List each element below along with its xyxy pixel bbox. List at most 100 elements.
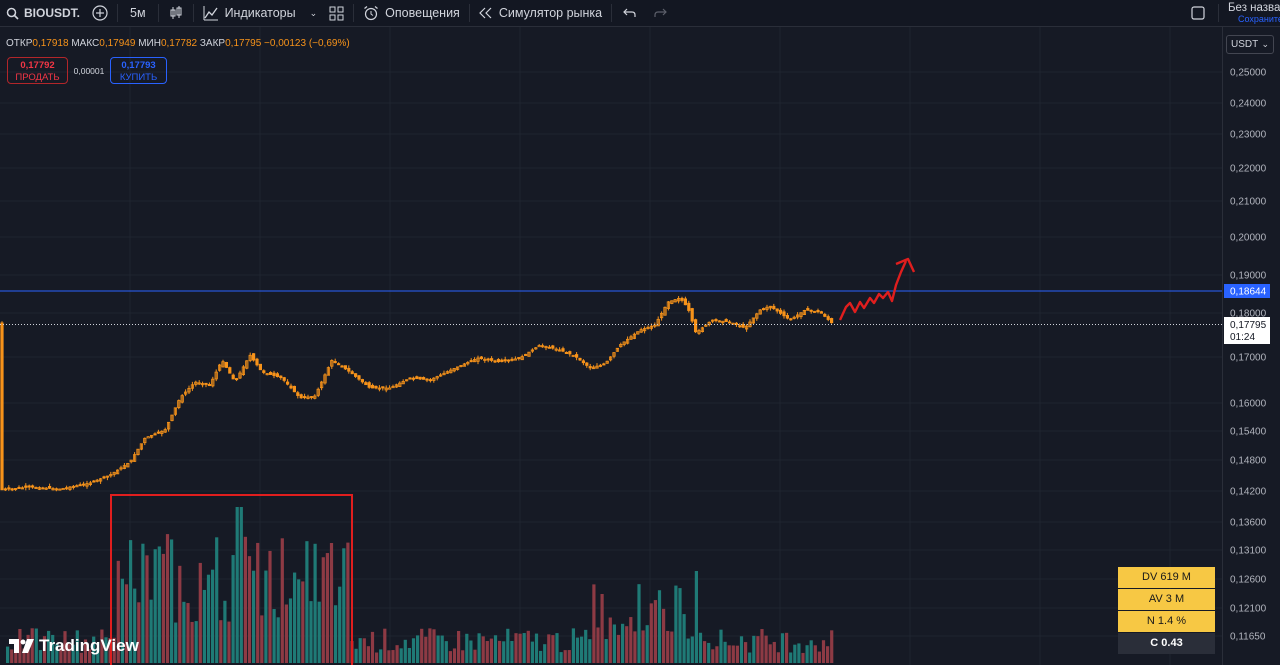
volume-bar [518,633,522,663]
candle [289,383,293,390]
volume-bar [387,650,391,663]
volume-bar [411,638,416,663]
candle [160,430,164,437]
currency-selector[interactable]: USDT ⌄ [1226,35,1274,54]
candle [377,385,382,392]
sell-label: ПРОДАТЬ [15,72,60,83]
redo-button[interactable] [645,0,675,26]
sell-button[interactable]: 0,17792 ПРОДАТЬ [7,57,68,84]
candle [194,380,198,387]
volume-bar [530,641,534,663]
replay-button[interactable]: Симулятор рынка [473,0,608,26]
candle [3,487,7,491]
volume-bar [817,651,821,663]
layout-title-block[interactable]: Без назван Сохраните [1222,2,1280,24]
candle [472,357,477,363]
candle [751,317,756,325]
price-tick-label: 0,20000 [1230,233,1267,244]
layout-checkbox[interactable] [1181,0,1215,26]
compare-button[interactable] [86,0,114,26]
undo-button[interactable] [615,0,645,26]
candle [527,351,531,357]
volume-bar [362,638,366,663]
layout-save-link[interactable]: Сохраните [1238,14,1280,24]
grid-icon [329,6,344,20]
candle [340,364,344,368]
candle [285,379,290,386]
candle [506,359,511,364]
candle [0,321,4,491]
candle [238,370,242,379]
candle [768,305,773,311]
volume-bar [768,644,772,663]
buy-button[interactable]: 0,17793 КУПИТЬ [110,57,167,84]
candle [656,316,660,327]
replay-label: Симулятор рынка [498,6,603,20]
volume-bar [797,643,801,663]
volume-bar [149,599,153,663]
candle [313,394,317,400]
spread-value: 0,00001 [73,66,105,76]
volume-bar [313,543,317,663]
candle [401,379,405,385]
forecast-arrowhead [895,257,916,273]
volume-bar [629,617,633,663]
indicators-button[interactable]: Индикаторы ⌄ [197,0,324,26]
price-tick-label: 0,13600 [1230,518,1267,529]
volume-highlight-box[interactable] [110,494,353,665]
volume-bar [133,588,137,663]
candle [296,390,300,399]
volume-bar [38,650,42,663]
alerts-button[interactable]: Оповещения [357,0,466,26]
candle [68,486,72,491]
chart-type-button[interactable] [162,0,190,26]
candle [755,312,759,321]
volume-bar [399,648,403,663]
candle [765,304,769,312]
volume-bar [18,628,22,663]
volume-bar [116,560,120,663]
candle [724,318,728,322]
price-chart[interactable]: 0,25000 0,24000 0,23000 0,22000 0,21000 0,200… [0,27,1280,665]
candle [316,387,320,398]
chevron-down-icon[interactable]: ⌄ [309,7,318,18]
forecast-arrow[interactable] [838,260,908,321]
candle [183,389,188,397]
volume-bar [801,652,805,663]
volume-bar [723,641,727,663]
volume-bar [407,647,411,663]
volume-bar [789,652,793,663]
candle [34,486,38,489]
candle [408,377,412,380]
candle [421,376,426,380]
candle [592,365,596,370]
volume-bar [772,641,776,663]
tradingview-logo[interactable]: TradingView [9,636,139,656]
candle [350,370,354,375]
buy-label: КУПИТЬ [119,72,158,83]
volume-bar [42,636,47,663]
layouts-button[interactable] [323,0,350,26]
candle [71,485,75,490]
candle [602,362,606,366]
volume-bar [608,617,612,663]
candle [462,362,467,367]
volume-bar [329,543,334,663]
volume-bar [674,585,678,663]
chevron-down-icon: ⌄ [1261,39,1269,49]
interval-button[interactable]: 5м [130,6,146,20]
candle [132,452,137,462]
square-icon [1191,6,1205,20]
bar-countdown: 01:24 [1230,332,1255,343]
volume-bar [67,644,71,663]
logo-text: TradingView [39,636,139,655]
volume-bar [645,625,649,663]
symbol-search[interactable]: BIOUSDT. [0,0,86,26]
candle [105,475,109,481]
candle [139,443,143,451]
candle [585,362,589,368]
volume-bar [522,633,526,663]
candle [65,485,69,490]
candle [275,372,280,378]
candle [598,363,603,368]
